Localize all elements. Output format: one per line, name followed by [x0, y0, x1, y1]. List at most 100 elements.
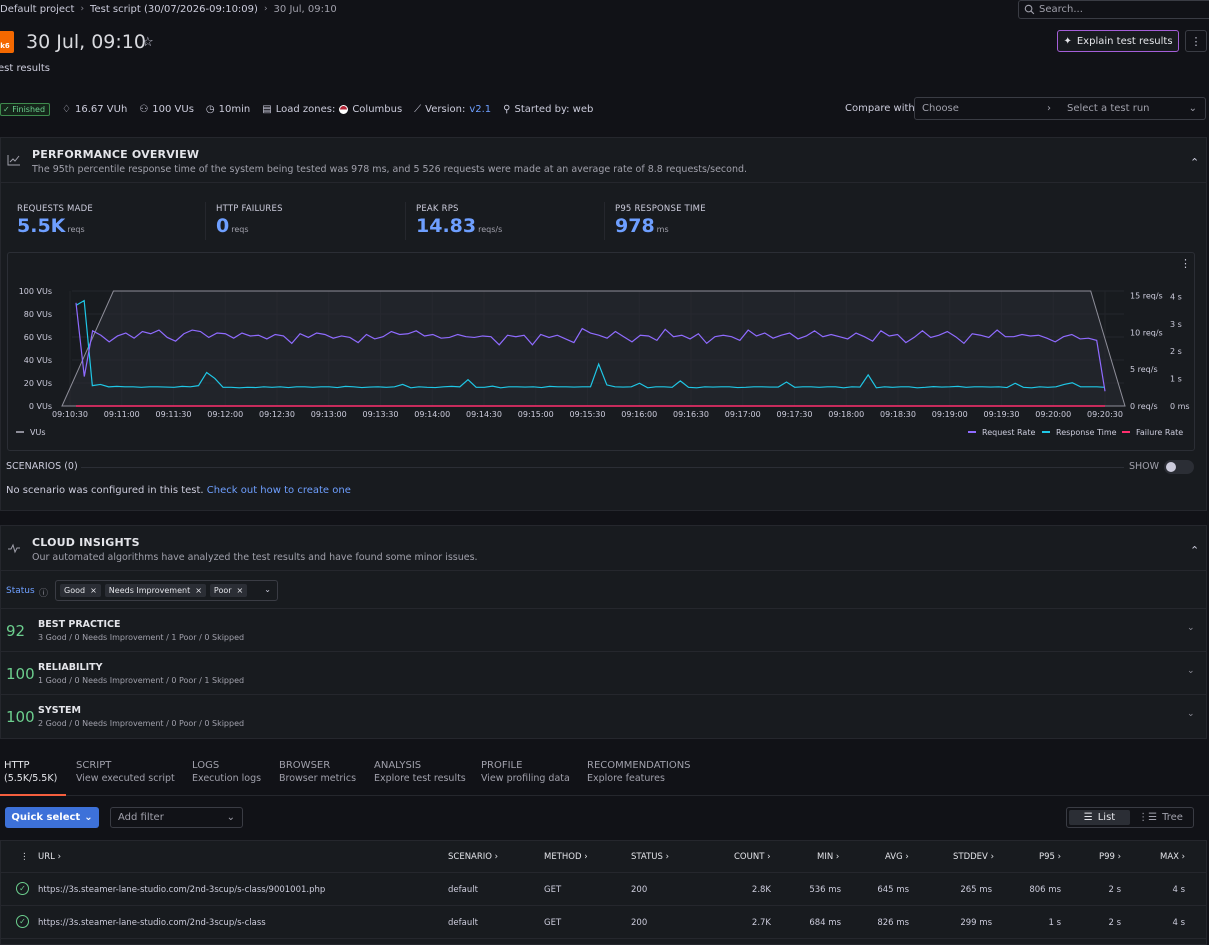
insights-header[interactable]: CLOUD INSIGHTS Our automated algorithms … — [1, 526, 1206, 571]
compare-choose[interactable]: Choose › — [922, 103, 1051, 114]
table-row[interactable]: ✓ https://3s.steamer-lane-studio.com/2nd… — [1, 906, 1206, 939]
view-tree-button[interactable]: ⋮☰ Tree — [1138, 812, 1183, 823]
insight-row-reliability[interactable]: 100 RELIABILITY 1 Good / 0 Needs Improve… — [1, 652, 1206, 695]
more-options-icon[interactable]: ⋮ — [1185, 30, 1207, 52]
col-max[interactable]: MAX › — [1160, 852, 1186, 862]
vus-info: ⚇ 100 VUs — [139, 103, 194, 115]
view-toggle: ☰ List ⋮☰ Tree — [1066, 807, 1194, 828]
version-link[interactable]: v2.1 — [469, 103, 492, 115]
tab-browser[interactable]: BROWSER Browser metrics — [279, 760, 357, 784]
insight-row-system[interactable]: 100 SYSTEM 2 Good / 0 Needs Improvement … — [1, 695, 1206, 738]
breadcrumb-separator-icon: › — [263, 4, 268, 14]
row-avg: 645 ms — [877, 885, 909, 895]
scenarios-title: SCENARIOS (0) — [6, 461, 78, 472]
row-p99: 2 s — [1108, 885, 1121, 895]
chevron-up-icon[interactable]: ⌃ — [1190, 156, 1200, 169]
tab-analysis[interactable]: ANALYSIS Explore test results — [374, 760, 466, 784]
col-avg[interactable]: AVG › — [885, 852, 909, 862]
http-table: ⋮ URL › SCENARIO › METHOD › STATUS › COU… — [0, 840, 1207, 945]
insight-detail: 1 Good / 0 Needs Improvement / 0 Poor / … — [38, 676, 245, 685]
chip-good[interactable]: Good × — [60, 584, 101, 597]
y-tick-label-right-rps: 5 req/s — [1130, 365, 1158, 374]
create-scenario-link[interactable]: Check out how to create one — [206, 485, 351, 496]
x-tick-label: 09:20:30 — [1087, 410, 1123, 419]
x-tick-label: 09:15:00 — [518, 410, 554, 419]
close-icon[interactable]: × — [236, 586, 244, 595]
top-bar: Default project › Test script (30/07/202… — [0, 0, 1209, 19]
breadcrumb: Default project › Test script (30/07/202… — [0, 4, 337, 15]
duration-info: ◷ 10min — [205, 103, 251, 115]
test-meta-row: ✓ Finished ♢ 16.67 VUh ⚇ 100 VUs ◷ 10min ▤ L… — [0, 101, 593, 117]
list-icon: ☰ — [1083, 812, 1093, 823]
tab-script[interactable]: SCRIPT View executed script — [76, 760, 175, 784]
insight-score: 92 — [6, 622, 26, 640]
add-filter-select[interactable]: Add filter ⌄ — [110, 807, 243, 828]
tab-recommendations[interactable]: RECOMMENDATIONS Explore features — [587, 760, 691, 784]
col-p95[interactable]: P95 › — [1039, 852, 1062, 862]
col-stddev[interactable]: STDDEV › — [953, 852, 994, 862]
col-url[interactable]: URL › — [38, 852, 61, 862]
col-count[interactable]: COUNT › — [734, 852, 771, 862]
insight-score: 100 — [6, 665, 35, 683]
y-tick-label-left: 80 VUs — [24, 310, 52, 319]
toggle-knob — [1166, 462, 1176, 472]
x-tick-label: 09:16:00 — [621, 410, 657, 419]
col-p99[interactable]: P99 › — [1099, 852, 1122, 862]
row-url[interactable]: https://3s.steamer-lane-studio.com/2nd-3… — [38, 885, 326, 895]
breadcrumb-current: 30 Jul, 09:10 — [273, 3, 337, 15]
col-method[interactable]: METHOD › — [544, 852, 588, 862]
info-icon[interactable]: ⓘ — [39, 589, 49, 599]
col-min[interactable]: MIN › — [817, 852, 840, 862]
x-tick-label: 09:20:00 — [1035, 410, 1071, 419]
breadcrumb-test[interactable]: Test script (30/07/2026-09:10:09) — [90, 3, 258, 15]
us-flag-icon — [339, 104, 349, 114]
performance-chart[interactable]: 100 VUs 80 VUs 60 VUs 40 VUs 20 VUs 0 VUs 09:1… — [7, 252, 1195, 451]
insight-row-best-practice[interactable]: 92 BEST PRACTICE 3 Good / 0 Needs Improv… — [1, 609, 1206, 652]
k6-logo: k6 — [0, 31, 14, 53]
compare-select[interactable]: Choose › Select a test run ⌄ — [914, 97, 1206, 120]
search-placeholder: Search... — [1039, 4, 1083, 15]
row-scenario: default — [448, 885, 478, 895]
x-tick-label: 09:19:00 — [932, 410, 968, 419]
tab-profile[interactable]: PROFILE View profiling data — [481, 760, 570, 784]
stat-requests-made: REQUESTS MADE 5.5K reqs — [17, 204, 93, 237]
close-icon[interactable]: × — [90, 586, 97, 595]
chevron-down-icon: ⌄ — [84, 812, 93, 823]
x-tick-label: 09:11:30 — [156, 410, 192, 419]
x-tick-label: 09:13:30 — [363, 410, 399, 419]
chip-needs-improvement[interactable]: Needs Improvement × — [104, 584, 206, 597]
explain-test-results-button[interactable]: ✦ Explain test results — [1057, 30, 1179, 52]
column-options-icon[interactable]: ⋮ — [20, 852, 29, 862]
x-tick-label: 09:10:30 — [52, 410, 88, 419]
col-scenario[interactable]: SCENARIO › — [448, 852, 499, 862]
star-icon[interactable]: ☆ — [142, 35, 154, 50]
col-status[interactable]: STATUS › — [631, 852, 670, 862]
performance-header[interactable]: PERFORMANCE OVERVIEW The 95th percentile… — [1, 138, 1206, 183]
x-tick-label: 09:11:00 — [104, 410, 140, 419]
chart-menu-icon[interactable]: ⋮ — [1180, 257, 1191, 270]
chevron-down-icon[interactable]: ⌄ — [1187, 666, 1195, 676]
chevron-down-icon[interactable]: ⌄ — [1187, 709, 1195, 719]
chevron-down-icon[interactable]: ⌄ — [1187, 623, 1195, 633]
status-multiselect[interactable]: Good × Needs Improvement × Poor × ⌄ — [55, 580, 278, 601]
chip-poor[interactable]: Poor × — [209, 584, 248, 597]
divider — [604, 202, 605, 240]
performance-overview-panel: PERFORMANCE OVERVIEW The 95th percentile… — [0, 137, 1207, 511]
table-row[interactable]: ✓ https://3s.steamer-lane-studio.com/2nd… — [1, 873, 1206, 906]
chevron-up-icon[interactable]: ⌃ — [1190, 544, 1200, 557]
quick-select-button[interactable]: Quick select ⌄ — [5, 807, 99, 828]
check-circle-icon: ✓ — [16, 882, 29, 895]
show-scenarios-toggle[interactable] — [1164, 460, 1194, 474]
y-tick-label-right-time: 3 s — [1170, 320, 1182, 329]
breadcrumb-project[interactable]: Default project — [0, 3, 75, 15]
tab-logs[interactable]: LOGS Execution logs — [192, 760, 262, 784]
chevron-down-icon[interactable]: ⌄ — [264, 585, 271, 594]
view-list-button[interactable]: ☰ List — [1069, 810, 1130, 825]
compare-run-select[interactable]: Select a test run ⌄ — [1067, 103, 1197, 114]
tab-http[interactable]: HTTP (5.5K/5.5K) — [4, 760, 58, 784]
search-input[interactable]: Search... — [1018, 0, 1209, 19]
close-icon[interactable]: × — [195, 586, 202, 595]
row-url[interactable]: https://3s.steamer-lane-studio.com/2nd-3… — [38, 918, 266, 928]
row-count: 2.8K — [751, 885, 771, 895]
